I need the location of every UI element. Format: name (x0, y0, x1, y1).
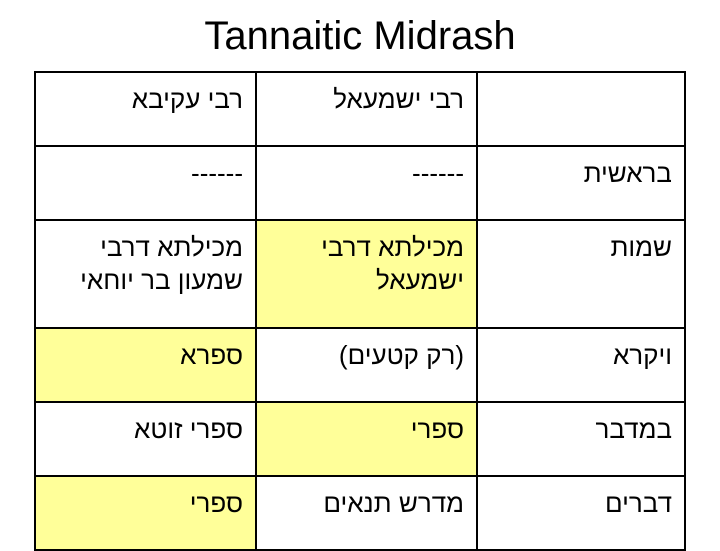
table-row: ספרא (רק קטעים) ויקרא (35, 328, 685, 402)
cell-akiva: ספרא (35, 328, 256, 402)
header-akiva: רבי עקיבא (35, 72, 256, 146)
cell-book: במדבר (477, 402, 685, 476)
cell-book: בראשית (477, 146, 685, 220)
midrash-table: רבי עקיבא רבי ישמעאל ------ ------ בראשי… (34, 71, 686, 551)
cell-book: דברים (477, 476, 685, 550)
cell-ishmael: מדרש תנאים (256, 476, 477, 550)
cell-book: ויקרא (477, 328, 685, 402)
cell-ishmael: ספרי (256, 402, 477, 476)
table-row: ספרי מדרש תנאים דברים (35, 476, 685, 550)
cell-ishmael: מכילתא דרבי ישמעאל (256, 220, 477, 328)
header-ishmael: רבי ישמעאל (256, 72, 477, 146)
table-header-row: רבי עקיבא רבי ישמעאל (35, 72, 685, 146)
page-title: Tannaitic Midrash (34, 14, 686, 59)
cell-akiva: ספרי (35, 476, 256, 550)
table-row: ספרי זוטא ספרי במדבר (35, 402, 685, 476)
header-book (477, 72, 685, 146)
cell-akiva: ------ (35, 146, 256, 220)
cell-book: שמות (477, 220, 685, 328)
cell-akiva: ספרי זוטא (35, 402, 256, 476)
table-row: ------ ------ בראשית (35, 146, 685, 220)
cell-akiva: מכילתא דרבי שמעון בר יוחאי (35, 220, 256, 328)
cell-ishmael: (רק קטעים) (256, 328, 477, 402)
cell-ishmael: ------ (256, 146, 477, 220)
table-row: מכילתא דרבי שמעון בר יוחאי מכילתא דרבי י… (35, 220, 685, 328)
